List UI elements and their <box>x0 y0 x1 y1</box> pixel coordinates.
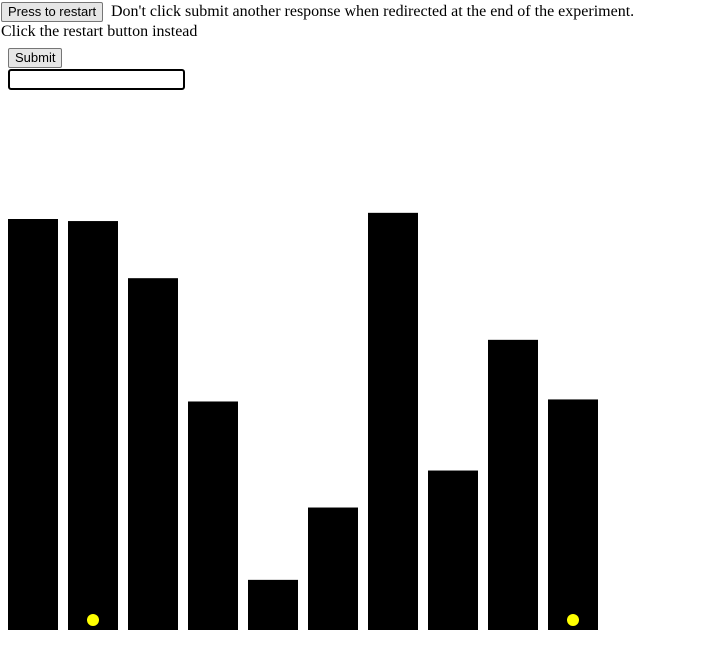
bar-8 <box>428 470 478 630</box>
bar-3 <box>128 278 178 630</box>
bar-9 <box>488 339 538 630</box>
bar-4 <box>188 401 238 630</box>
response-input[interactable] <box>8 69 185 90</box>
bar-1 <box>8 219 58 630</box>
submit-button[interactable]: Submit <box>8 48 63 68</box>
marker-dot-2 <box>87 614 99 626</box>
bar-10 <box>548 399 598 630</box>
restart-instruction-text: Click the restart button instead <box>1 23 198 40</box>
bar-7 <box>368 212 418 630</box>
warning-text: Don't click submit another response when… <box>111 3 635 20</box>
restart-button[interactable]: Press to restart <box>1 2 104 22</box>
bar-2 <box>68 221 118 630</box>
marker-dot-10 <box>567 614 579 626</box>
bar-6 <box>308 507 358 630</box>
bar-5 <box>248 579 298 630</box>
